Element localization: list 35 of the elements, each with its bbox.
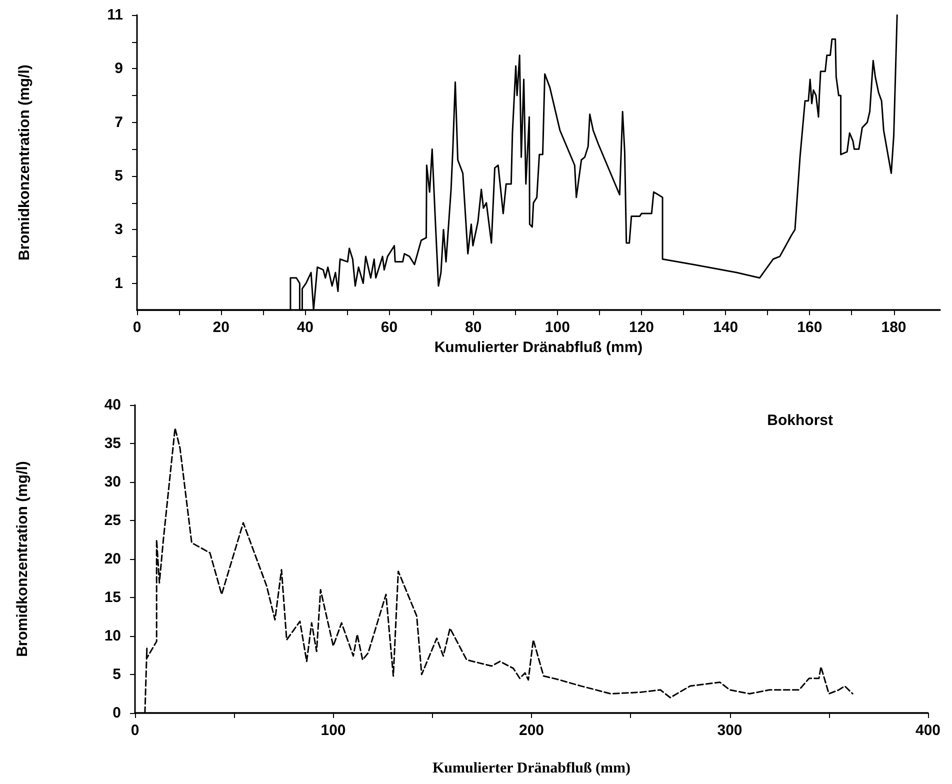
x-tick-label: 300: [717, 722, 742, 739]
x-tick-label: 20: [212, 319, 230, 336]
x-tick-label: 180: [881, 319, 906, 336]
y-tick-label: 40: [104, 396, 121, 414]
y-tick-label: 7: [114, 114, 123, 131]
y-axis-title: Bromidkonzentration (mg/l): [16, 64, 33, 260]
x-tick-label: 120: [628, 319, 654, 336]
x-tick-label: 160: [797, 319, 822, 336]
y-tick-label: 9: [114, 60, 123, 78]
x-tick-label: 0: [132, 319, 142, 336]
y-axis-title: Bromidkonzentration (mg/l): [14, 461, 31, 657]
y-tick-label: 30: [104, 474, 121, 490]
x-axis-title: Kumulierter Dränabfluß (mm): [434, 339, 643, 356]
y-tick-label: 5: [112, 666, 121, 683]
y-tick-label: 5: [114, 167, 123, 184]
y-tick-label: 20: [104, 550, 121, 568]
y-tick-label: 35: [104, 435, 121, 452]
y-tick-label: 10: [104, 628, 121, 644]
x-tick-label: 400: [915, 722, 941, 739]
x-tick-label: 0: [130, 722, 140, 739]
x-tick-label: 80: [464, 319, 482, 336]
y-tick-label: 15: [104, 589, 121, 606]
x-tick-label: 140: [713, 319, 738, 336]
annotation: Bokhorst: [767, 412, 834, 429]
x-tick-label: 200: [518, 722, 544, 739]
x-tick-label: 40: [296, 319, 314, 336]
y-tick-label: 11: [107, 6, 123, 24]
x-axis-title: Kumulierter Dränabfluß (mm): [432, 760, 631, 776]
x-tick-label: 100: [320, 722, 346, 739]
y-tick-label: 0: [112, 704, 121, 722]
y-tick-label: 25: [104, 512, 121, 529]
x-tick-label: 100: [544, 319, 570, 336]
x-tick-label: 60: [380, 319, 398, 336]
y-tick-label: 1: [114, 274, 123, 292]
y-tick-label: 3: [114, 221, 123, 238]
